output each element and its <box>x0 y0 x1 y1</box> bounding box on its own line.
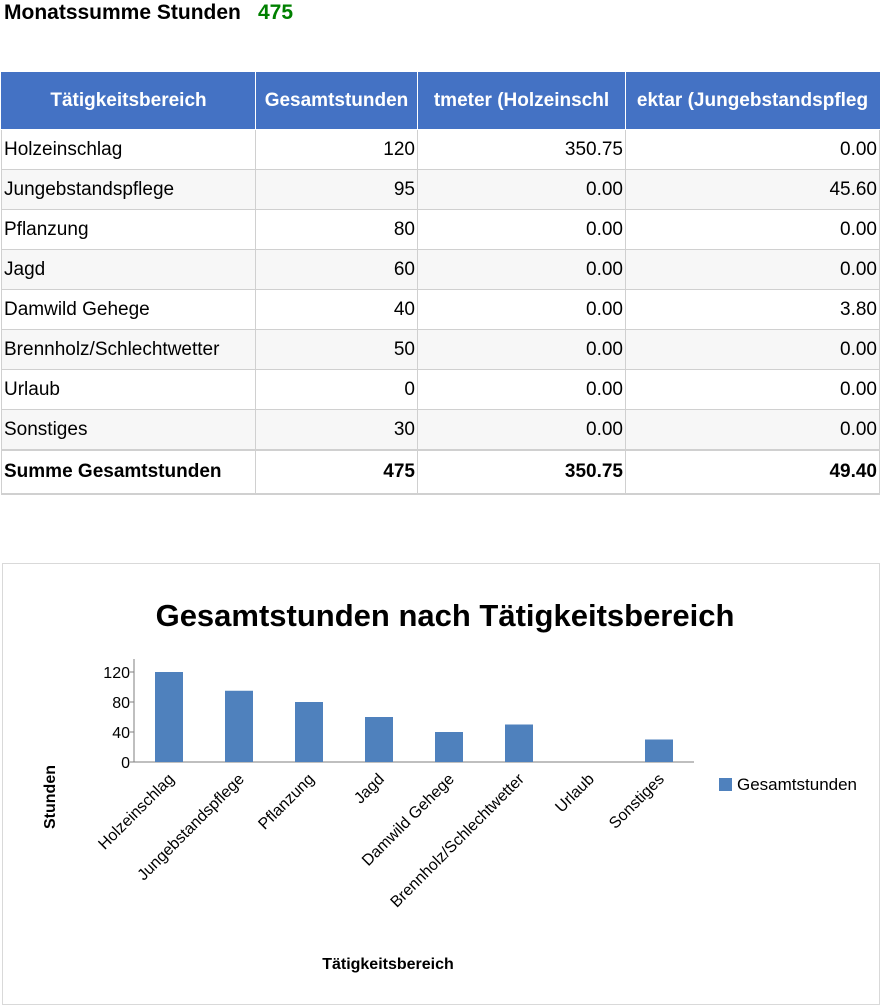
table-row: Holzeinschlag 120 350.75 0.00 <box>1 129 880 170</box>
y-tick-label: 0 <box>121 755 130 772</box>
header-cell-activity[interactable]: Tätigkeitsbereich <box>1 72 256 130</box>
y-tick-label: 40 <box>112 725 130 742</box>
table-row: Sonstiges 30 0.00 0.00 <box>1 409 880 451</box>
cell-activity[interactable]: Sonstiges <box>1 409 256 451</box>
x-tick-label: Jagd <box>351 771 388 808</box>
cell-total-hours[interactable]: 0 <box>255 369 418 410</box>
table-total-row: Summe Gesamtstunden 475 350.75 49.40 <box>1 449 880 495</box>
cell-hektar[interactable]: 0.00 <box>625 329 880 370</box>
cell-activity[interactable]: Pflanzung <box>1 209 256 250</box>
bar-jagd <box>365 717 393 762</box>
cell-activity[interactable]: Jagd <box>1 249 256 290</box>
y-tick-label: 120 <box>103 665 130 682</box>
legend-swatch <box>719 778 732 791</box>
cell-hektar[interactable]: 0.00 <box>625 409 880 451</box>
activity-table: Tätigkeitsbereich Gesamtstunden tmeter (… <box>1 72 880 495</box>
cell-total-hours[interactable]: 50 <box>255 329 418 370</box>
cell-festmeter[interactable]: 0.00 <box>417 289 626 330</box>
cell-activity[interactable]: Damwild Gehege <box>1 289 256 330</box>
total-festmeter[interactable]: 350.75 <box>417 449 626 495</box>
chart-title: Gesamtstunden nach Tätigkeitsbereich <box>156 598 735 633</box>
bar-jungebstandspflege <box>225 690 253 762</box>
cell-hektar[interactable]: 0.00 <box>625 249 880 290</box>
cell-festmeter[interactable]: 350.75 <box>417 129 626 170</box>
cell-hektar[interactable]: 0.00 <box>625 129 880 170</box>
bar-chart: Gesamtstunden nach Tätigkeitsbereich 0 40 8… <box>42 598 857 973</box>
cell-activity[interactable]: Urlaub <box>1 369 256 410</box>
chart-container[interactable]: Gesamtstunden nach Tätigkeitsbereich 0 40 8… <box>2 563 880 1005</box>
x-tick-label: Pflanzung <box>255 771 317 833</box>
header-cell-festmeter[interactable]: tmeter (Holzeinschl <box>417 72 626 130</box>
cell-hektar[interactable]: 0.00 <box>625 369 880 410</box>
cell-total-hours[interactable]: 40 <box>255 289 418 330</box>
bar-sonstiges <box>645 739 673 762</box>
cell-hektar[interactable]: 3.80 <box>625 289 880 330</box>
table-row: Brennholz/Schlechtwetter 50 0.00 0.00 <box>1 329 880 370</box>
bar-holzeinschlag <box>155 672 183 762</box>
table-row: Pflanzung 80 0.00 0.00 <box>1 209 880 250</box>
y-axis-title: Stunden <box>42 765 59 829</box>
cell-activity[interactable]: Jungebstandspflege <box>1 169 256 210</box>
cell-festmeter[interactable]: 0.00 <box>417 169 626 210</box>
cell-total-hours[interactable]: 30 <box>255 409 418 451</box>
summary-label: Monatssumme Stunden <box>4 1 241 24</box>
table-row: Jungebstandspflege 95 0.00 45.60 <box>1 169 880 210</box>
x-tick-label: Brennholz/Schlechtwetter <box>388 770 529 911</box>
total-hektar[interactable]: 49.40 <box>625 449 880 495</box>
bar-brennholz-schlechtwetter <box>505 724 533 762</box>
header-cell-hektar[interactable]: ektar (Jungebstandspfleg <box>625 72 880 130</box>
total-hours[interactable]: 475 <box>255 449 418 495</box>
table-row: Damwild Gehege 40 0.00 3.80 <box>1 289 880 330</box>
cell-festmeter[interactable]: 0.00 <box>417 329 626 370</box>
cell-total-hours[interactable]: 60 <box>255 249 418 290</box>
table-row: Jagd 60 0.00 0.00 <box>1 249 880 290</box>
header-cell-total-hours[interactable]: Gesamtstunden <box>255 72 418 130</box>
table-header-row: Tätigkeitsbereich Gesamtstunden tmeter (… <box>1 72 880 130</box>
table-row: Urlaub 0 0.00 0.00 <box>1 369 880 410</box>
cell-hektar[interactable]: 0.00 <box>625 209 880 250</box>
cell-activity[interactable]: Brennholz/Schlechtwetter <box>1 329 256 370</box>
summary-value: 475 <box>258 1 294 24</box>
y-tick-label: 80 <box>112 695 130 712</box>
cell-total-hours[interactable]: 120 <box>255 129 418 170</box>
cell-activity[interactable]: Holzeinschlag <box>1 129 256 170</box>
cell-hektar[interactable]: 45.60 <box>625 169 880 210</box>
cell-festmeter[interactable]: 0.00 <box>417 409 626 451</box>
cell-festmeter[interactable]: 0.00 <box>417 369 626 410</box>
cell-festmeter[interactable]: 0.00 <box>417 249 626 290</box>
x-tick-label: Urlaub <box>552 771 597 816</box>
bar-pflanzung <box>295 702 323 762</box>
total-label[interactable]: Summe Gesamtstunden <box>1 449 256 495</box>
cell-total-hours[interactable]: 80 <box>255 209 418 250</box>
cell-festmeter[interactable]: 0.00 <box>417 209 626 250</box>
cell-total-hours[interactable]: 95 <box>255 169 418 210</box>
x-tick-label: Sonstiges <box>606 771 668 833</box>
x-axis-title: Tätigkeitsbereich <box>322 956 454 973</box>
legend-label: Gesamtstunden <box>737 775 857 794</box>
bar-damwild-gehege <box>435 732 463 762</box>
